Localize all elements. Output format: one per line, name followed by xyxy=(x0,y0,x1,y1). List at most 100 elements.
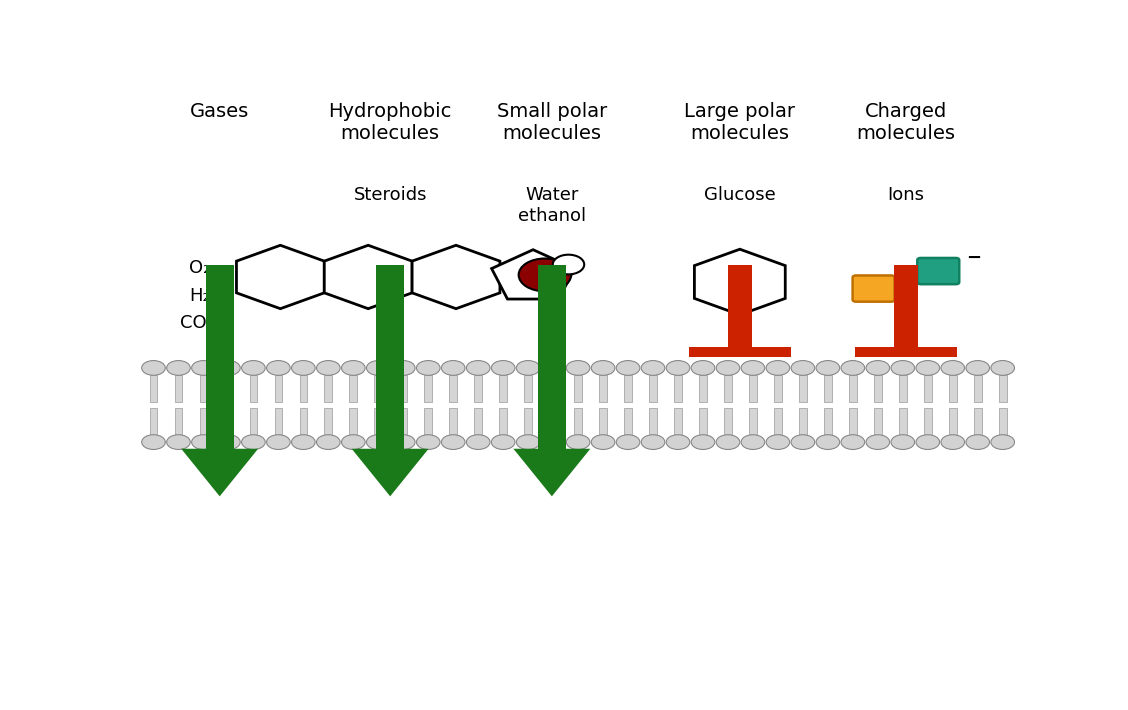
Polygon shape xyxy=(599,375,607,402)
Circle shape xyxy=(641,361,664,376)
Circle shape xyxy=(716,361,740,376)
Polygon shape xyxy=(874,375,882,402)
Circle shape xyxy=(416,435,440,449)
Polygon shape xyxy=(624,375,632,402)
Polygon shape xyxy=(150,375,157,402)
Circle shape xyxy=(966,435,989,449)
Circle shape xyxy=(367,435,390,449)
Polygon shape xyxy=(799,408,807,435)
Polygon shape xyxy=(237,245,324,309)
Polygon shape xyxy=(274,408,282,435)
Circle shape xyxy=(519,258,571,291)
Polygon shape xyxy=(825,375,831,402)
Circle shape xyxy=(990,361,1014,376)
Circle shape xyxy=(691,361,715,376)
Polygon shape xyxy=(182,449,258,496)
Circle shape xyxy=(791,435,814,449)
Polygon shape xyxy=(650,375,656,402)
Polygon shape xyxy=(205,265,233,449)
Text: O₂: O₂ xyxy=(190,259,211,278)
Polygon shape xyxy=(799,375,807,402)
Polygon shape xyxy=(749,375,757,402)
Polygon shape xyxy=(999,408,1006,435)
Circle shape xyxy=(541,435,565,449)
Polygon shape xyxy=(973,408,981,435)
Polygon shape xyxy=(973,375,981,402)
Circle shape xyxy=(391,435,415,449)
Circle shape xyxy=(591,361,615,376)
Circle shape xyxy=(192,361,215,376)
FancyBboxPatch shape xyxy=(917,258,959,284)
Polygon shape xyxy=(350,375,358,402)
Circle shape xyxy=(291,435,315,449)
Polygon shape xyxy=(599,408,607,435)
Circle shape xyxy=(266,361,290,376)
Polygon shape xyxy=(899,375,907,402)
Circle shape xyxy=(492,361,515,376)
Polygon shape xyxy=(475,408,482,435)
Polygon shape xyxy=(325,408,332,435)
Polygon shape xyxy=(949,375,957,402)
Circle shape xyxy=(342,435,365,449)
Polygon shape xyxy=(325,375,332,402)
Circle shape xyxy=(716,435,740,449)
Polygon shape xyxy=(999,375,1006,402)
Circle shape xyxy=(891,361,915,376)
Polygon shape xyxy=(924,375,932,402)
Polygon shape xyxy=(695,249,785,315)
Polygon shape xyxy=(300,375,307,402)
Circle shape xyxy=(391,361,415,376)
Polygon shape xyxy=(899,408,907,435)
Circle shape xyxy=(691,435,715,449)
Polygon shape xyxy=(500,375,506,402)
Polygon shape xyxy=(549,408,557,435)
Circle shape xyxy=(891,435,915,449)
Polygon shape xyxy=(449,375,457,402)
Polygon shape xyxy=(689,346,791,357)
Polygon shape xyxy=(874,408,882,435)
Polygon shape xyxy=(825,408,831,435)
Polygon shape xyxy=(224,408,232,435)
Circle shape xyxy=(941,435,964,449)
Circle shape xyxy=(591,435,615,449)
Polygon shape xyxy=(175,408,183,435)
Polygon shape xyxy=(893,265,918,357)
Polygon shape xyxy=(549,375,557,402)
Circle shape xyxy=(667,361,690,376)
Circle shape xyxy=(492,435,515,449)
Circle shape xyxy=(517,435,540,449)
Polygon shape xyxy=(849,408,856,435)
Polygon shape xyxy=(728,265,752,357)
Text: Gases: Gases xyxy=(190,102,249,121)
Circle shape xyxy=(167,435,191,449)
Circle shape xyxy=(517,361,540,376)
Polygon shape xyxy=(513,449,590,496)
Polygon shape xyxy=(175,375,183,402)
Polygon shape xyxy=(500,408,506,435)
Circle shape xyxy=(941,361,964,376)
Polygon shape xyxy=(924,408,932,435)
Circle shape xyxy=(816,361,839,376)
Circle shape xyxy=(317,435,341,449)
Text: Small polar
molecules: Small polar molecules xyxy=(496,102,607,143)
Polygon shape xyxy=(424,408,432,435)
Polygon shape xyxy=(675,408,681,435)
Circle shape xyxy=(217,361,240,376)
Polygon shape xyxy=(249,375,257,402)
Polygon shape xyxy=(492,250,574,299)
Circle shape xyxy=(441,435,465,449)
Circle shape xyxy=(142,435,166,449)
Polygon shape xyxy=(855,346,957,357)
Polygon shape xyxy=(675,375,681,402)
Polygon shape xyxy=(449,408,457,435)
Circle shape xyxy=(342,361,365,376)
Circle shape xyxy=(841,361,865,376)
Polygon shape xyxy=(350,408,358,435)
Text: Steroids: Steroids xyxy=(353,186,426,204)
Circle shape xyxy=(541,361,565,376)
Polygon shape xyxy=(749,408,757,435)
Circle shape xyxy=(816,435,839,449)
Polygon shape xyxy=(650,408,656,435)
FancyBboxPatch shape xyxy=(853,275,895,302)
Circle shape xyxy=(553,255,584,274)
